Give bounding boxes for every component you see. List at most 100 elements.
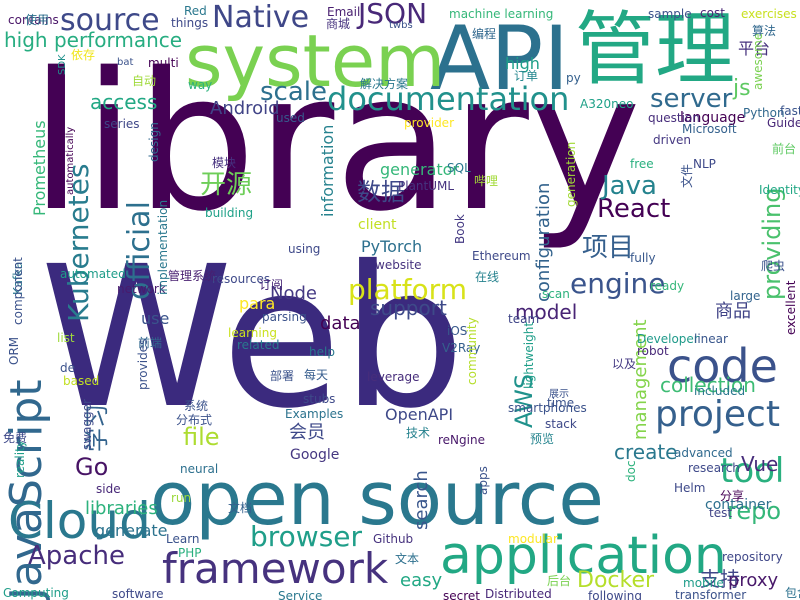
cloud-word: related <box>237 338 280 352</box>
cloud-word: js <box>733 76 751 101</box>
cloud-word: robot <box>637 344 669 358</box>
cloud-word: Prometheus <box>30 120 49 216</box>
cloud-word: 商品 <box>715 301 751 322</box>
cloud-word: 包含 <box>785 586 800 600</box>
cloud-word: PHP <box>178 546 202 560</box>
cloud-word: Service <box>278 589 323 600</box>
cloud-word: 解决方案 <box>360 77 409 91</box>
cloud-word: software <box>112 587 164 600</box>
cloud-word: sample <box>648 7 692 21</box>
cloud-word: 订单 <box>514 69 539 83</box>
cloud-word: API <box>430 7 570 110</box>
cloud-word: Java <box>602 171 657 201</box>
cloud-word: Apache <box>28 541 125 571</box>
cloud-word: easy <box>400 570 443 591</box>
cloud-word: providing <box>758 187 786 300</box>
cloud-word: community <box>465 317 479 385</box>
cloud-word: Helm <box>674 481 706 495</box>
cloud-word: neural <box>180 462 219 476</box>
cloud-word: code <box>667 339 778 393</box>
cloud-word: ORM <box>7 336 21 365</box>
cloud-word: exercises <box>741 7 797 21</box>
cloud-word: V2Ray <box>442 341 481 355</box>
cloud-word: design <box>147 122 161 162</box>
cloud-word: Ethereum <box>472 249 531 263</box>
cloud-word: Vue <box>741 452 779 476</box>
cloud-word: library <box>30 32 642 253</box>
cloud-word: Developer <box>637 332 699 346</box>
cloud-word: free <box>630 157 654 171</box>
cloud-word: access <box>90 90 158 114</box>
cloud-word: stubs <box>303 392 336 406</box>
cloud-word: model <box>515 300 578 324</box>
cloud-word: learning <box>228 326 277 340</box>
cloud-word: fast <box>780 104 800 118</box>
cloud-word: question <box>648 111 700 125</box>
cloud-word: A320neo <box>580 97 634 111</box>
cloud-word: 会员 <box>289 422 325 443</box>
cloud-word: mobile <box>683 576 724 590</box>
cloud-word: information <box>318 124 337 217</box>
cloud-word: cost <box>700 6 725 20</box>
cloud-word: 爬虫 <box>761 259 786 273</box>
cloud-word: language <box>680 110 746 126</box>
cloud-word: 文本 <box>395 552 420 566</box>
cloud-word: open source <box>150 456 604 542</box>
cloud-word: contains <box>8 13 59 27</box>
cloud-word: based <box>63 374 100 388</box>
cloud-word: documentation <box>327 80 570 118</box>
cloud-word: excellent <box>784 280 798 335</box>
cloud-word: Github <box>373 532 414 546</box>
cloud-word: way <box>188 78 213 92</box>
cloud-word: modular <box>508 532 558 546</box>
cloud-word: provides <box>136 338 150 390</box>
cloud-word: scan <box>542 287 570 301</box>
cloud-word: resources <box>212 272 271 286</box>
cloud-word: 支持 <box>700 567 740 591</box>
cloud-word: parsing <box>262 310 307 324</box>
cloud-word: fully <box>630 251 656 265</box>
cloud-word: generate <box>95 521 168 540</box>
cloud-word: Android <box>210 98 280 119</box>
cloud-word: data <box>320 313 361 334</box>
cloud-word: linear <box>694 332 728 346</box>
cloud-word: de <box>60 361 75 375</box>
cloud-word: awesome <box>751 32 765 90</box>
cloud-word: repo <box>727 497 782 525</box>
cloud-word: things <box>171 16 209 30</box>
cloud-word: framework <box>162 544 389 593</box>
cloud-word: swagger <box>80 399 94 450</box>
cloud-word: time <box>547 396 575 410</box>
cloud-word: repository <box>722 550 783 564</box>
cloud-word: server <box>650 84 733 114</box>
cloud-word: generation <box>564 141 578 207</box>
cloud-word: 依存 <box>71 48 96 62</box>
cloud-word: search <box>411 470 432 530</box>
cloud-word: Docker <box>577 568 655 593</box>
cloud-word: 后台 <box>547 574 572 588</box>
cloud-word: py <box>566 71 581 85</box>
cloud-word: large <box>730 289 761 303</box>
cloud-word: transformer <box>675 588 747 600</box>
cloud-word: stack <box>545 417 577 431</box>
cloud-word: Cloud <box>8 492 151 550</box>
cloud-word: Guide <box>767 116 800 130</box>
cloud-word: source <box>60 3 160 38</box>
cloud-word: container <box>705 497 772 513</box>
cloud-word: following <box>588 589 642 600</box>
cloud-word: libraries <box>85 498 158 519</box>
cloud-word: Web <box>40 224 466 451</box>
cloud-word: list <box>57 331 75 345</box>
cloud-word: NLP <box>693 157 716 171</box>
cloud-word: 管理 <box>575 3 735 96</box>
cloud-word: multi <box>148 56 179 70</box>
cloud-word: automatically <box>65 126 76 195</box>
cloud-word: run <box>171 491 192 505</box>
cloud-word: Microsoft <box>682 122 737 136</box>
cloud-word: used <box>276 111 305 125</box>
cloud-word: series <box>104 117 140 131</box>
cloud-word: Examples <box>285 407 344 421</box>
cloud-word: 算法 <box>752 24 777 38</box>
cloud-word: 每天 <box>304 368 329 382</box>
cloud-word: reNgine <box>438 433 485 447</box>
